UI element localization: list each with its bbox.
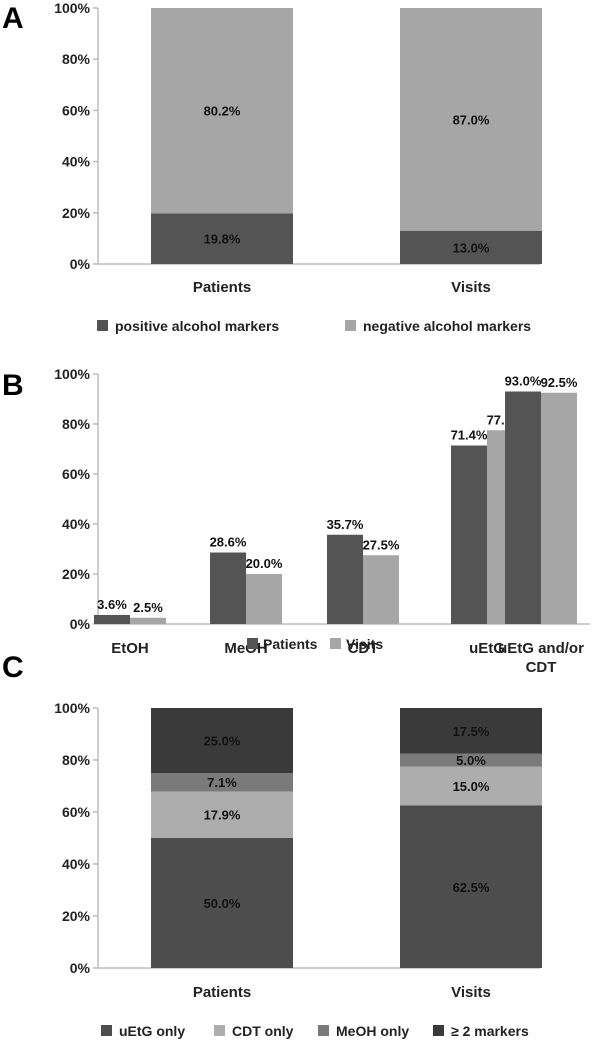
chart-c-legend-label: CDT only: [232, 1023, 294, 1039]
chart-c-legend-swatch-uetg-only: [101, 1025, 112, 1036]
chart-c-bar-cdt-only-patients: [151, 791, 293, 838]
chart-c-data-label: 62.5%: [453, 880, 490, 895]
chart-b-legend-swatch-patients: [247, 638, 258, 649]
chart-b-bar-patients-uetg: [451, 445, 487, 624]
chart-b-data-label: 20.0%: [246, 556, 283, 571]
chart-a-bar-positive-alcohol-markers-patients: [151, 213, 293, 264]
chart-c-legend-swatch-ge-2-markers: [433, 1025, 444, 1036]
chart-b-data-label: 92.5%: [541, 375, 578, 390]
chart-a-bar-negative-alcohol-markers-visits: [400, 8, 542, 231]
chart-b-y-tick-label: 40%: [62, 516, 91, 532]
chart-b: 0% 20% 40% 60% 80% 100% 3.6% 2.5% EtOH 28.6% 20.0%…: [54, 366, 590, 676]
chart-a-data-label: 13.0%: [453, 240, 490, 255]
chart-b-category-label: MeOH: [224, 640, 267, 657]
chart-c-bar-uetg-only-visits: [400, 805, 542, 968]
chart-c-bar-meoh-only-patients: [151, 773, 293, 792]
chart-c-y-tick-label: 60%: [62, 804, 91, 820]
chart-b-category-label: CDT: [348, 640, 379, 657]
chart-b-legend-label: Visits: [346, 636, 383, 652]
chart-a-legend-swatch-negative-alcohol-markers: [345, 320, 356, 331]
chart-c-bar-ge-2-markers-patients: [151, 708, 293, 773]
chart-c-data-label: 15.0%: [453, 779, 490, 794]
chart-b-bar-visits-uetg-and-or-cdt: [541, 392, 577, 624]
chart-b-data-label: 35.7%: [327, 517, 364, 532]
chart-b-bar-visits-etoh: [130, 617, 166, 624]
chart-b-bar-patients-uetg-and-or-cdt: [505, 391, 541, 624]
chart-c-bar-uetg-only-patients: [151, 838, 293, 968]
chart-c-bar-ge-2-markers-visits: [400, 708, 542, 754]
chart-c-category-label: Patients: [193, 984, 251, 1001]
chart-b-bar-patients-etoh: [94, 615, 130, 624]
chart-c-data-label: 17.9%: [204, 808, 241, 823]
chart-c-data-label: 5.0%: [456, 753, 486, 768]
chart-c-y-tick-label: 0%: [70, 960, 91, 976]
chart-a-y-tick-label: 60%: [62, 102, 91, 118]
chart-a-legend-swatch-positive-alcohol-markers: [97, 320, 108, 331]
chart-a-data-label: 19.8%: [204, 232, 241, 247]
chart-a-y-tick-label: 0%: [70, 256, 91, 272]
chart-b-y-tick-label: 100%: [54, 366, 90, 382]
chart-c-legend-swatch-cdt-only: [214, 1025, 225, 1036]
chart-a-y-tick-label: 20%: [62, 205, 91, 221]
chart-c-data-label: 7.1%: [207, 775, 237, 790]
panel-letter-c: C: [2, 651, 24, 684]
chart-c: 0% 20% 40% 60% 80% 100% 50.0% 17.9% 7.1% 25.0% Pat…: [54, 700, 542, 1039]
chart-c-data-label: 50.0%: [204, 896, 241, 911]
chart-b-bar-patients-meoh: [210, 552, 246, 624]
chart-b-legend-label: Patients: [263, 636, 318, 652]
chart-c-data-label: 17.5%: [453, 724, 490, 739]
chart-a-bar-positive-alcohol-markers-visits: [400, 230, 542, 264]
chart-c-data-label: 25.0%: [204, 734, 241, 749]
chart-b-data-label: 3.6%: [97, 597, 127, 612]
panel-letter-b: B: [2, 369, 24, 402]
chart-a-data-label: 87.0%: [453, 112, 490, 127]
chart-b-y-tick-label: 80%: [62, 416, 91, 432]
chart-b-data-label: 28.6%: [210, 535, 247, 550]
chart-c-legend-swatch-meoh-only: [318, 1025, 329, 1036]
chart-c-legend-label: MeOH only: [336, 1023, 409, 1039]
chart-b-data-label: 2.5%: [133, 600, 163, 615]
chart-c-y-tick-label: 80%: [62, 752, 91, 768]
chart-c-legend-label: uEtG only: [119, 1023, 185, 1039]
chart-a: 0% 20% 40% 60% 80% 100% 19.8% 80.2% Patients 13.0…: [54, 0, 542, 334]
chart-a-y-tick-label: 40%: [62, 154, 91, 170]
chart-a-y-tick-label: 100%: [54, 0, 90, 16]
chart-c-category-label: Visits: [451, 984, 491, 1001]
chart-c-y-tick-label: 40%: [62, 856, 91, 872]
chart-b-y-tick-label: 20%: [62, 566, 91, 582]
panel-letter-a: A: [2, 2, 24, 35]
chart-a-y-tick-label: 80%: [62, 51, 91, 67]
chart-b-data-label: 93.0%: [505, 374, 542, 389]
chart-c-bar-cdt-only-visits: [400, 766, 542, 806]
chart-a-category-label: Patients: [193, 279, 251, 296]
chart-a-bar-negative-alcohol-markers-patients: [151, 8, 293, 214]
chart-b-legend-swatch-visits: [330, 638, 341, 649]
chart-a-data-label: 80.2%: [204, 104, 241, 119]
chart-b-category-label: uEtG and/or CDT: [498, 640, 584, 676]
chart-a-legend-label: negative alcohol markers: [363, 318, 531, 334]
chart-a-legend-label: positive alcohol markers: [115, 318, 279, 334]
chart-b-y-tick-label: 60%: [62, 466, 91, 482]
chart-c-bar-meoh-only-visits: [400, 753, 542, 767]
chart-b-data-label: 71.4%: [451, 428, 488, 443]
chart-b-category-label: uEtG: [469, 640, 505, 657]
chart-b-y-tick-label: 0%: [70, 616, 91, 632]
chart-a-category-label: Visits: [451, 279, 491, 296]
chart-c-y-tick-label: 100%: [54, 700, 90, 716]
chart-c-y-tick-label: 20%: [62, 908, 91, 924]
chart-b-bar-patients-cdt: [327, 534, 363, 624]
chart-b-data-label: 27.5%: [363, 537, 400, 552]
chart-b-bar-visits-cdt: [363, 555, 399, 624]
chart-b-bar-visits-meoh: [246, 574, 282, 624]
chart-b-category-label: EtOH: [111, 640, 149, 657]
chart-c-legend-label: ≥ 2 markers: [451, 1023, 529, 1039]
